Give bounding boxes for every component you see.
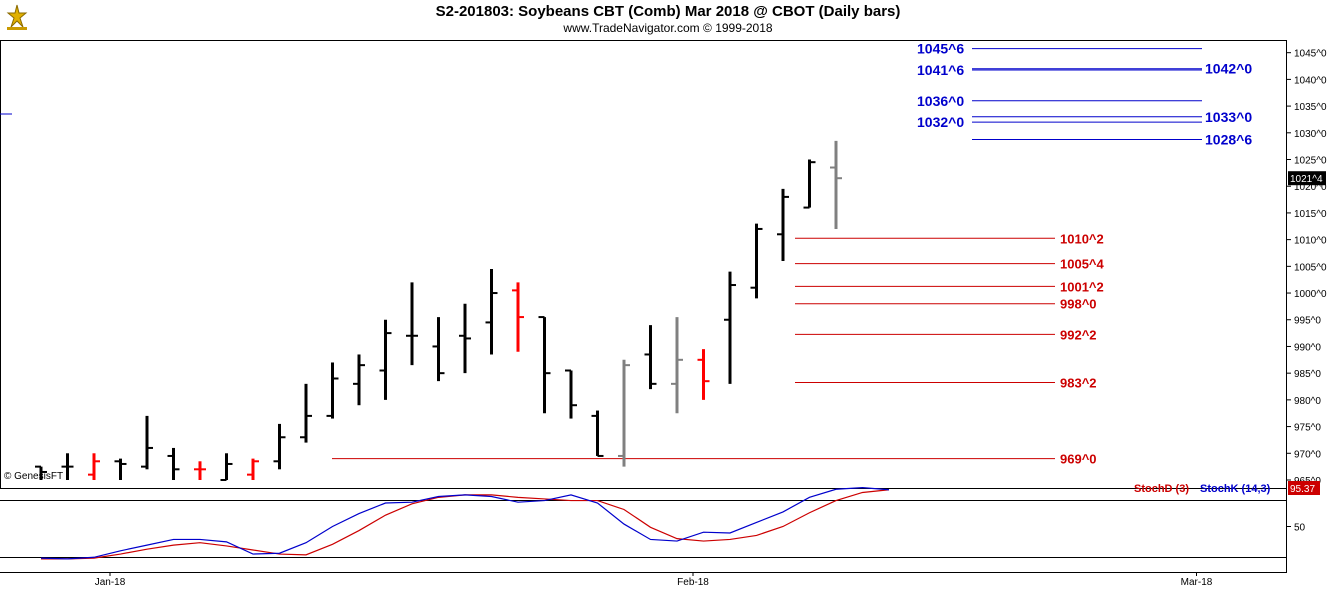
y-tick-label: 1030^0 — [1294, 129, 1327, 140]
stoch-legend-d: StochD (3) — [1134, 483, 1189, 495]
price-axis: 965^0970^0975^0980^0985^0990^0995^01000^… — [1286, 49, 1327, 487]
x-tick-label: Mar-18 — [1181, 577, 1213, 588]
chart-subtitle: www.TradeNavigator.com © 1999-2018 — [563, 21, 773, 35]
support-label: 1001^2 — [1060, 279, 1104, 294]
y-tick-label: 1020^0 — [1294, 182, 1327, 193]
x-tick-label: Feb-18 — [677, 577, 709, 588]
stochastic-panel: 50 95.37 StochD (3) StochK (14,3) — [40, 481, 1320, 560]
y-tick-label: 1045^0 — [1294, 49, 1327, 60]
stoch-last-value-box — [1288, 481, 1320, 495]
stoch-last-value: 95.37 — [1290, 484, 1315, 495]
last-price-label: 1021^4 — [1290, 174, 1323, 185]
copyright-label: © GenesisFT — [4, 471, 63, 482]
y-tick-label: 1035^0 — [1294, 102, 1327, 113]
support-label: 998^0 — [1060, 297, 1097, 312]
resistance-label: 1028^6 — [1205, 131, 1252, 147]
y-tick-label: 990^0 — [1294, 342, 1321, 353]
resistance-label: 1042^0 — [1205, 61, 1252, 77]
y-tick-label: 975^0 — [1294, 423, 1321, 434]
x-tick-label: Jan-18 — [95, 577, 126, 588]
y-tick-label: 1000^0 — [1294, 289, 1327, 300]
y-tick-label: 1005^0 — [1294, 262, 1327, 273]
price-bars — [35, 140, 842, 481]
level-lines: 1010^2 1005^4 1001^2 998^0 992^2 983^2 969^0 10… — [332, 41, 1252, 467]
y-tick-label: 1040^0 — [1294, 75, 1327, 86]
resistance-label: 1032^0 — [917, 114, 964, 130]
resistance-label: 1045^6 — [917, 41, 964, 57]
time-axis: Jan-18 Feb-18 Mar-18 — [95, 572, 1213, 588]
y-tick-label: 1025^0 — [1294, 156, 1327, 167]
stoch-tick-label: 50 — [1294, 523, 1306, 534]
y-tick-label: 985^0 — [1294, 369, 1321, 380]
chart-title: S2-201803: Soybeans CBT (Comb) Mar 2018 … — [435, 3, 901, 20]
resistance-label: 1033^0 — [1205, 109, 1252, 125]
y-tick-label: 995^0 — [1294, 316, 1321, 327]
price-panel-frame — [0, 40, 1287, 489]
resistance-label: 1036^0 — [917, 93, 964, 109]
trade-navigator-logo-icon — [4, 3, 30, 31]
stoch-legend-k: StochK (14,3) — [1200, 483, 1271, 495]
resistance-label: 1041^6 — [917, 62, 964, 78]
last-price-box — [1288, 171, 1326, 186]
support-label: 1010^2 — [1060, 231, 1104, 246]
stoch-k-line — [40, 487, 890, 560]
y-tick-label: 980^0 — [1294, 396, 1321, 407]
support-label: 1005^4 — [1060, 257, 1105, 272]
support-label: 992^2 — [1060, 327, 1097, 342]
y-tick-label: 1015^0 — [1294, 209, 1327, 220]
support-label: 983^2 — [1060, 376, 1097, 391]
y-tick-label: 1010^0 — [1294, 236, 1327, 247]
y-tick-label: 970^0 — [1294, 449, 1321, 460]
support-label: 969^0 — [1060, 452, 1097, 467]
